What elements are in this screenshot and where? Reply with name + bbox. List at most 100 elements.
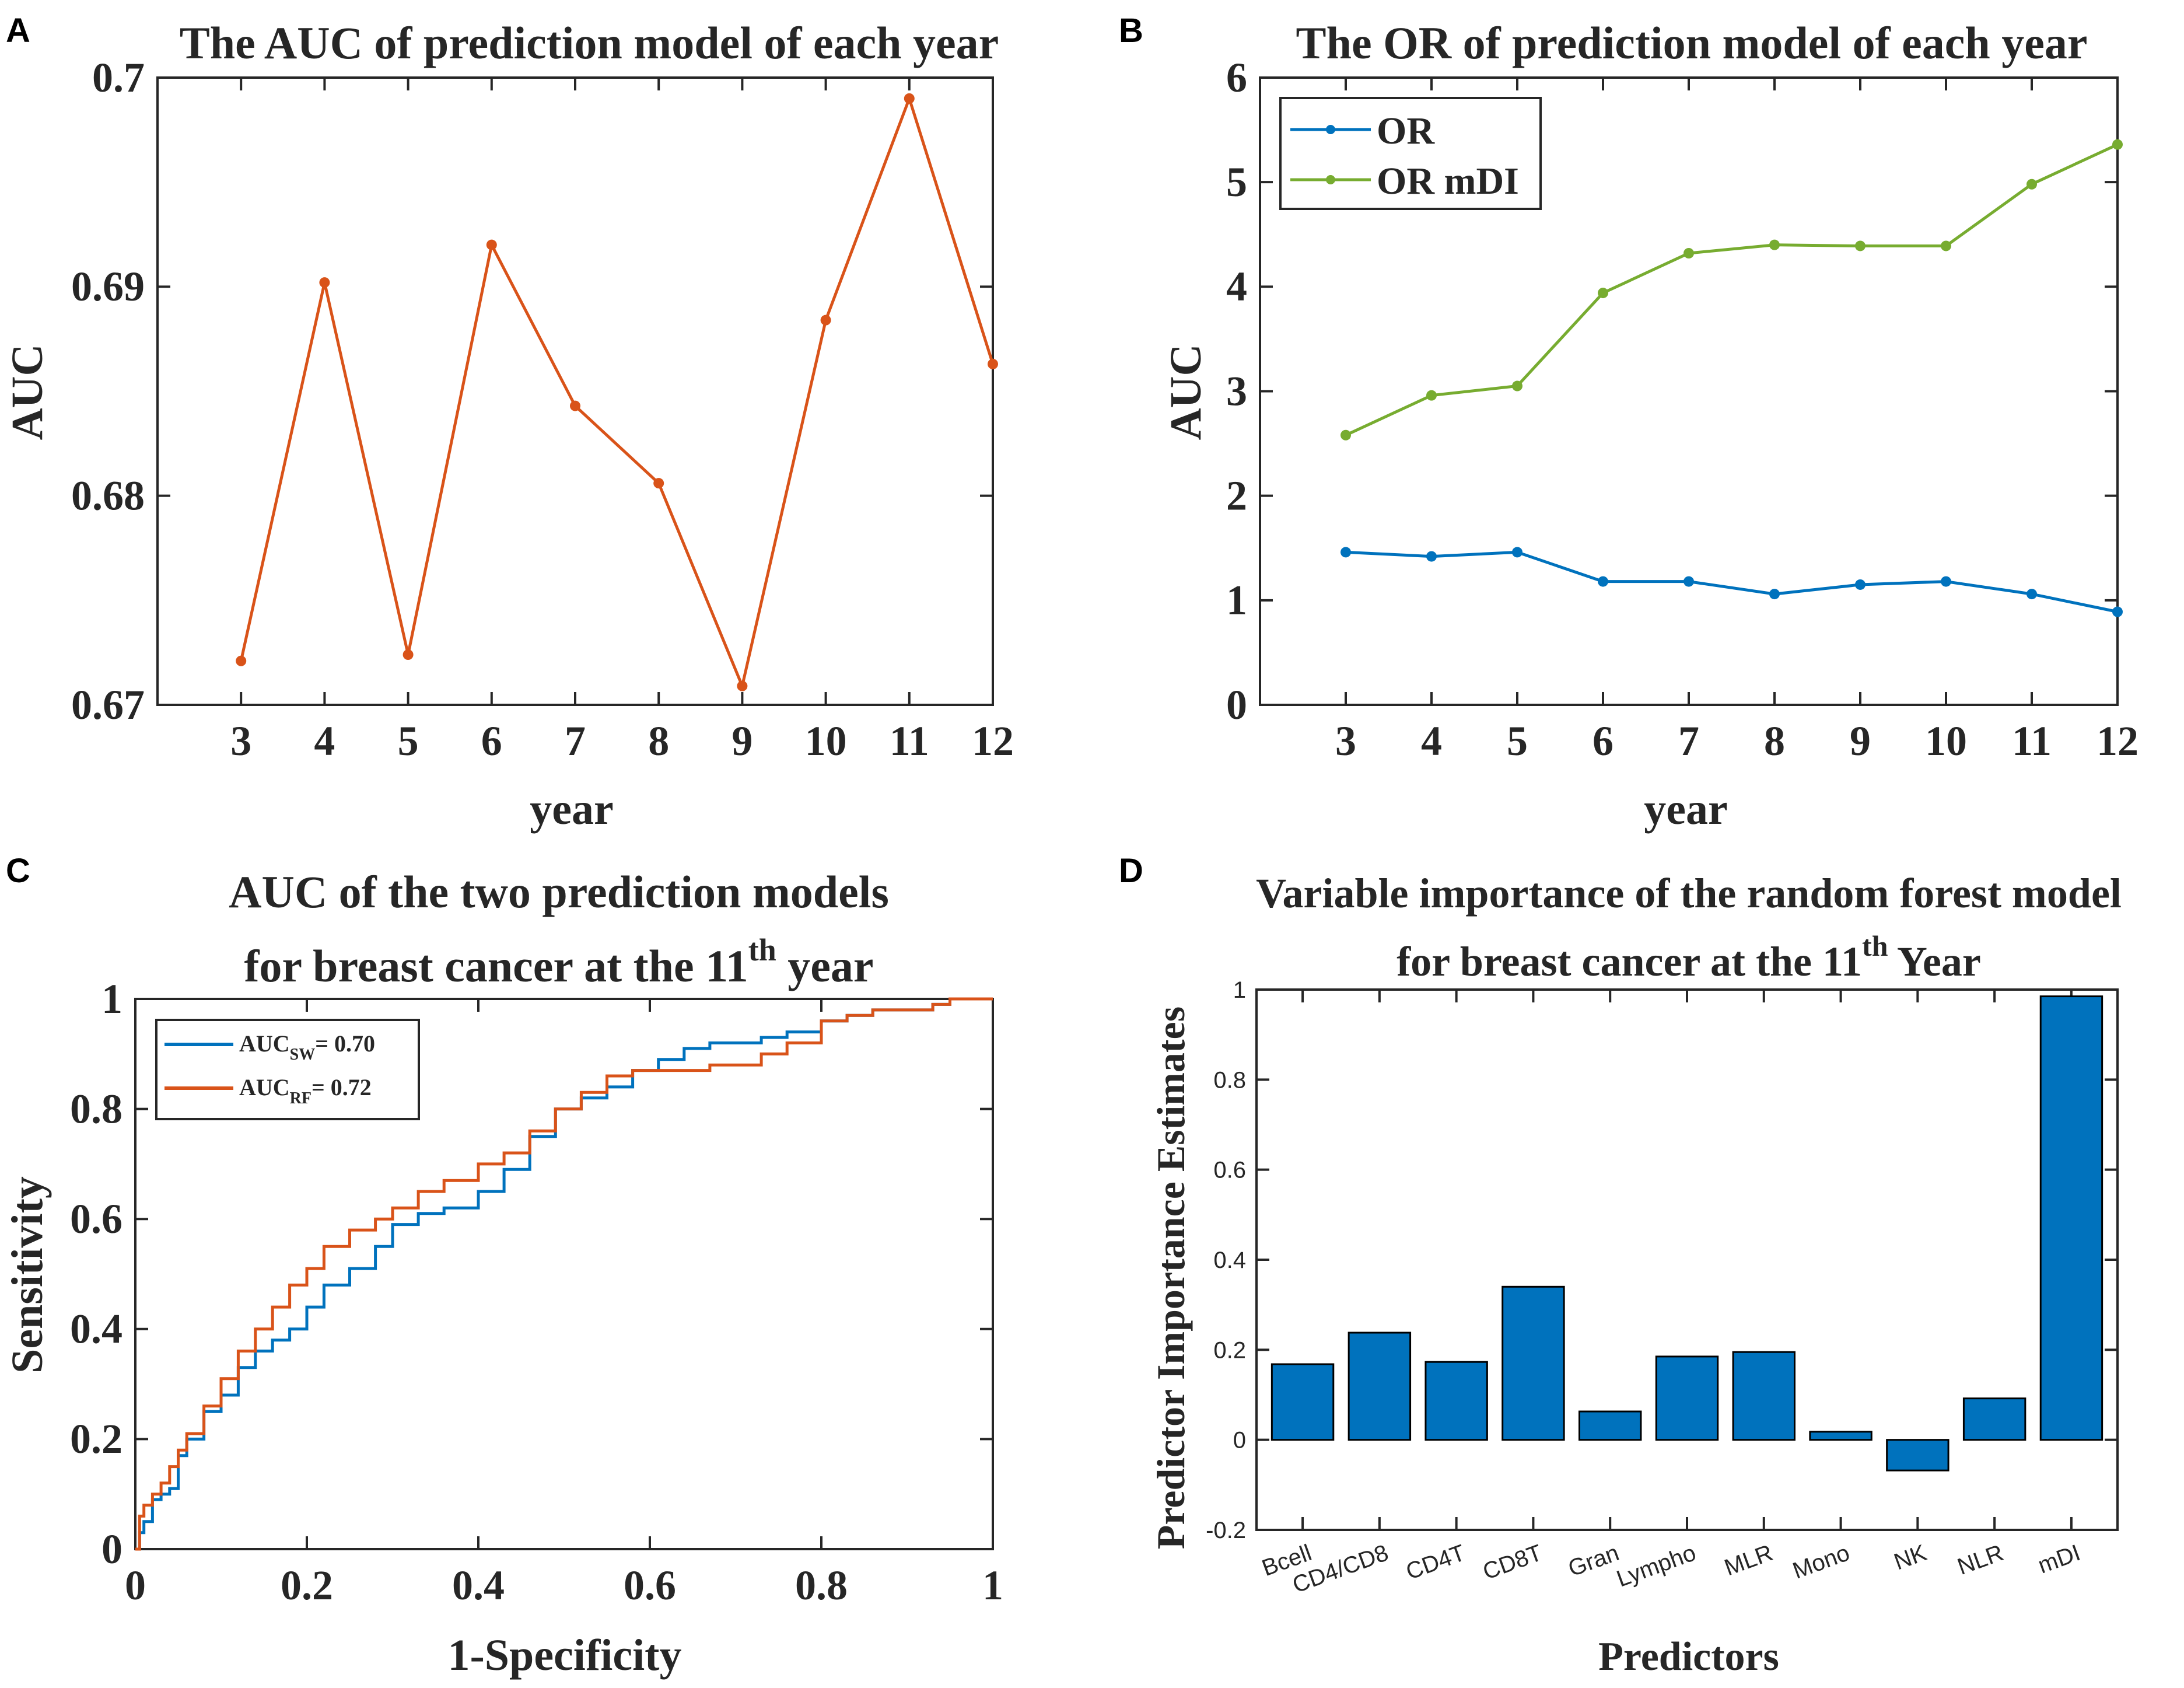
panel-a-auc-point xyxy=(820,314,831,326)
panel-b-or-point xyxy=(1512,547,1522,558)
panel-a-ylabel: AUC xyxy=(3,344,52,441)
panel-a-xlabel: year xyxy=(530,785,613,834)
panel-a-xtick-label: 10 xyxy=(805,718,847,764)
panel-b-or-mdi-point xyxy=(2112,139,2123,150)
panel-b-or-point xyxy=(1426,551,1437,562)
panel-a-series xyxy=(236,93,998,691)
panel-a-auc-point xyxy=(570,400,580,411)
panel-b-xtick-label: 3 xyxy=(1335,718,1356,764)
panel-a-xtick-label: 11 xyxy=(890,718,929,764)
legend-sw-sub: SW xyxy=(290,1046,316,1064)
panel-d-bar xyxy=(2039,995,2104,1441)
legend-rf-label: AUCRF= 0.72 xyxy=(239,1074,372,1107)
panel-b-ytick-label: 0 xyxy=(1226,682,1247,728)
panel-a-auc-point xyxy=(319,277,330,288)
panel-c-ytick-label: 0.6 xyxy=(70,1196,123,1242)
panel-b-or-point xyxy=(1340,547,1351,558)
panel-d-bar xyxy=(1962,1397,2027,1441)
panel-c-ytick-label: 0.4 xyxy=(70,1306,123,1353)
panel-b-title: The OR of prediction model of each year xyxy=(1296,18,2088,68)
panel-b-xtick-label: 4 xyxy=(1421,718,1442,764)
panel-d-ytick-label: 0.6 xyxy=(1213,1158,1246,1183)
panel-d-xtick-label: CD8T xyxy=(1479,1540,1545,1585)
panel-d-xtick-label: mDI xyxy=(2035,1540,2084,1578)
panel-d-xtick-label: Lympho xyxy=(1614,1540,1699,1592)
panel-a-title: The AUC of prediction model of each year xyxy=(180,18,999,68)
panel-b-or-mdi-point xyxy=(1598,288,1608,299)
panel-b-label: B xyxy=(1119,12,1143,50)
panel-b-series xyxy=(1340,139,2123,617)
panel-c-ticks: 0 0.2 0.4 0.6 0.8 1 0 0.2 0.4 0.6 0.8 1 xyxy=(70,976,1003,1609)
panel-c-title-line2: for breast cancer at the 11th year xyxy=(244,932,873,991)
panel-c-xtick-label: 0.2 xyxy=(281,1562,333,1609)
panel-c-ytick-label: 0.2 xyxy=(70,1416,123,1462)
panel-a-xtick-label: 7 xyxy=(565,718,586,764)
panel-d-title-post: Year xyxy=(1897,938,1981,985)
panel-c: C AUC of the two prediction models for b… xyxy=(3,852,1003,1680)
panel-a-ytick-label: 0.69 xyxy=(71,263,145,310)
panel-d-label: D xyxy=(1119,852,1143,890)
panel-a: A The AUC of prediction model of each ye… xyxy=(3,12,1014,834)
panel-a-xtick-label: 8 xyxy=(648,718,669,764)
panel-a-auc-line xyxy=(239,94,995,691)
panel-b: B The OR of prediction model of each yea… xyxy=(1119,12,2138,834)
panel-d-bar xyxy=(1502,1285,1565,1441)
panel-c-xlabel: 1-Specificity xyxy=(447,1631,681,1680)
panel-d-bar xyxy=(1424,1361,1488,1441)
panel-b-or-mdi-point xyxy=(1855,240,1866,251)
panel-d-xtick-label: Mono xyxy=(1790,1540,1853,1584)
panel-d-ytick-label: 0.2 xyxy=(1213,1337,1246,1363)
legend-or-mdi-label: OR mDI xyxy=(1377,160,1519,202)
panel-c-series xyxy=(135,997,993,1551)
panel-d: D Variable importance of the random fore… xyxy=(1119,852,2122,1679)
legend-or-marker xyxy=(1326,125,1335,134)
panel-b-or-mdi-point xyxy=(1769,239,1780,250)
panel-a-ytick-label: 0.68 xyxy=(71,472,145,519)
panel-d-title-pre: for breast cancer at the 11 xyxy=(1396,938,1862,985)
panel-a-xtick-label: 6 xyxy=(481,718,502,764)
panel-a-axes-box xyxy=(156,76,994,706)
panel-c-rf-curve xyxy=(135,997,993,1551)
panel-b-ytick-label: 3 xyxy=(1226,368,1247,414)
panel-c-xtick-label: 0.6 xyxy=(624,1562,676,1609)
panel-b-xtick-label: 5 xyxy=(1507,718,1528,764)
panel-b-xtick-label: 10 xyxy=(1925,718,1967,764)
panel-d-xtick-label: CD4T xyxy=(1403,1540,1469,1585)
panel-b-or-mdi-point xyxy=(1941,240,1951,251)
panel-c-title-pre: for breast cancer at the 11 xyxy=(244,941,748,991)
panel-d-bars xyxy=(1270,995,2104,1472)
panel-b-ytick-label: 4 xyxy=(1226,263,1247,310)
legend-sw-label: AUCSW= 0.70 xyxy=(239,1030,375,1064)
panel-b-xtick-label: 11 xyxy=(2012,718,2052,764)
panel-d-bar xyxy=(1270,1363,1335,1441)
panel-d-ytick-label: 1 xyxy=(1233,977,1246,1003)
panel-d-bar xyxy=(1809,1431,1873,1441)
panel-a-xtick-label: 3 xyxy=(230,718,251,764)
panel-c-xtick-label: 0 xyxy=(125,1562,146,1609)
panel-d-title-line1: Variable importance of the random forest… xyxy=(1256,870,2122,917)
panel-b-ylabel: AUC xyxy=(1161,344,1210,441)
panel-b-xtick-label: 12 xyxy=(2096,718,2138,764)
panel-b-or-mdi-line xyxy=(1345,143,2119,437)
panel-c-xtick-label: 1 xyxy=(982,1562,1003,1609)
panel-d-bar xyxy=(1348,1331,1412,1441)
panel-c-legend-box xyxy=(155,1019,420,1120)
panel-a-ytick-label: 0.67 xyxy=(71,682,145,728)
panel-a-xtick-label: 4 xyxy=(314,718,335,764)
panel-c-xtick-label: 0.8 xyxy=(795,1562,848,1609)
panel-b-xlabel: year xyxy=(1644,785,1727,834)
panel-a-auc-point xyxy=(737,680,748,691)
panel-b-xtick-label: 7 xyxy=(1678,718,1699,764)
legend-sw-main: AUC xyxy=(239,1030,290,1057)
panel-d-ytick-label: 0.8 xyxy=(1213,1067,1246,1093)
panel-d-ytick-label: 0 xyxy=(1233,1428,1246,1453)
panel-a-auc-point xyxy=(904,93,915,104)
panel-c-sw-curve xyxy=(135,997,993,1551)
panel-c-title-line1: AUC of the two prediction models xyxy=(229,866,889,917)
legend-rf-tail: = 0.72 xyxy=(312,1074,372,1100)
panel-a-label: A xyxy=(6,12,30,50)
panel-b-ytick-label: 2 xyxy=(1226,472,1247,519)
